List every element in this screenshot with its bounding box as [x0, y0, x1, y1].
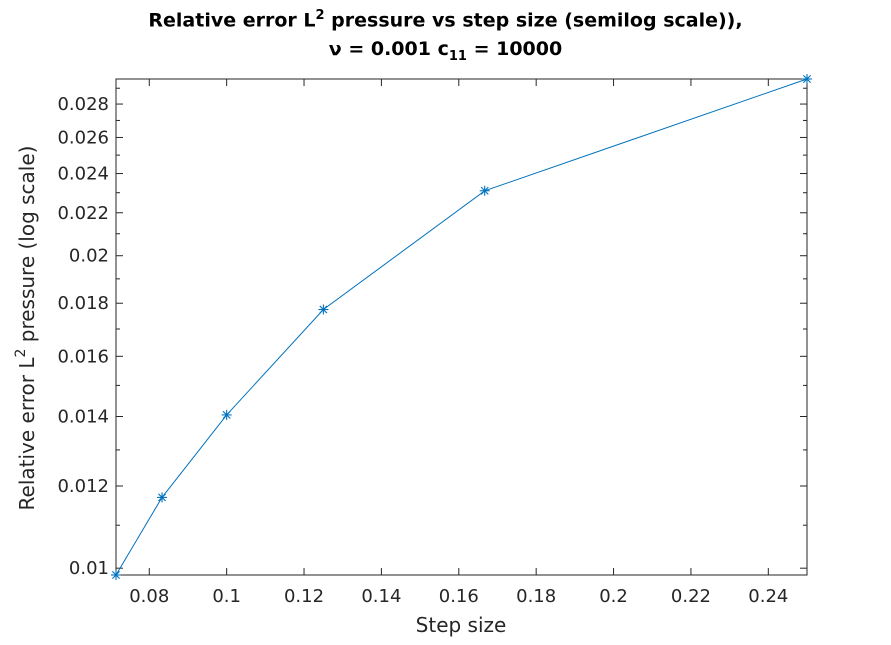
- y-tick-label: 0.024: [57, 164, 109, 185]
- data-point: [318, 304, 329, 315]
- y-tick-label: 0.02: [69, 246, 109, 267]
- y-tick-label: 0.028: [57, 94, 109, 115]
- title-text-1a: Relative error L: [148, 9, 316, 32]
- x-tick-label: 0.14: [361, 586, 401, 607]
- y-axis-label-sup: 2: [13, 349, 29, 358]
- data-point: [221, 409, 232, 420]
- title-sup: 2: [315, 8, 325, 23]
- y-tick-label: 0.022: [57, 203, 109, 224]
- title-sub: 11: [448, 48, 467, 64]
- y-tick-label: 0.026: [57, 127, 109, 148]
- y-tick-label: 0.016: [57, 346, 109, 367]
- y-tick-label: 0.01: [69, 558, 109, 579]
- y-tick-label: 0.014: [57, 407, 109, 428]
- marker-stroke: [319, 305, 328, 314]
- data-point: [479, 185, 490, 196]
- x-axis-label: Step size: [416, 613, 507, 637]
- title-text-2a: ν = 0.001 c: [328, 38, 449, 60]
- marker-stroke: [803, 75, 811, 83]
- data-point: [157, 492, 168, 503]
- chart-title-line2: ν = 0.001 c11 = 10000: [0, 38, 891, 64]
- y-tick-label: 0.012: [57, 476, 109, 497]
- x-tick-label: 0.2: [599, 586, 628, 607]
- y-axis-label-pre: Relative error L: [15, 357, 39, 511]
- x-tick-label: 0.1: [212, 586, 241, 607]
- data-point: [111, 570, 121, 580]
- plot-series: [111, 74, 812, 580]
- data-point: [802, 74, 812, 84]
- y-axis-label: Relative error L2 pressure (log scale): [13, 146, 39, 511]
- x-tick-label: 0.08: [129, 586, 169, 607]
- y-tick-label: 0.018: [57, 293, 109, 314]
- y-axis-label-post: pressure (log scale): [15, 146, 39, 349]
- plot-frame: [115, 78, 808, 576]
- x-tick-label: 0.24: [748, 586, 788, 607]
- plot-axes: [115, 78, 808, 576]
- title-text-2b: = 10000: [466, 38, 563, 60]
- x-tick-label: 0.16: [439, 586, 479, 607]
- chart-title-line1: Relative error L2 pressure vs step size …: [0, 8, 891, 31]
- x-tick-label: 0.18: [516, 586, 556, 607]
- tick-labels: 0.08 0.1 0.12 0.14 0.16 0.18 0.2 0.22 0.24 0.01 0.…: [57, 94, 788, 607]
- title-text-1b: pressure vs step size (semilog scale)),: [324, 9, 743, 32]
- series-line: [115, 78, 808, 576]
- x-tick-label: 0.12: [284, 586, 324, 607]
- marker-stroke: [112, 571, 120, 579]
- marker-stroke: [158, 493, 167, 502]
- marker-stroke: [480, 186, 489, 195]
- marker-stroke: [222, 410, 231, 419]
- x-tick-label: 0.22: [671, 586, 711, 607]
